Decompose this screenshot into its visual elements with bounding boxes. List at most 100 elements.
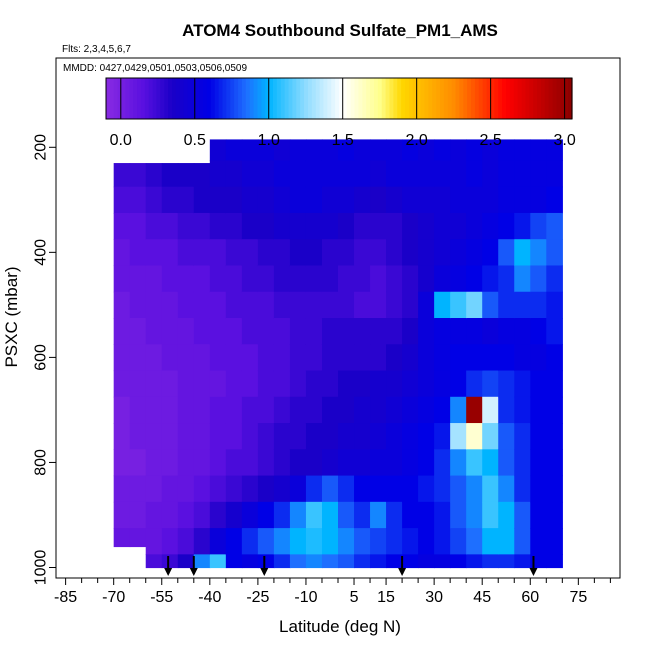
heatmap-cell: [161, 265, 179, 293]
heatmap-cell: [177, 501, 195, 529]
heatmap-cell: [273, 528, 291, 555]
y-tick-label: 200: [33, 134, 50, 161]
heatmap-cell: [338, 449, 355, 477]
heatmap-cell: [113, 449, 131, 477]
heatmap-cell: [386, 344, 403, 372]
heatmap-cell: [305, 265, 323, 293]
heatmap-cell: [177, 370, 195, 398]
heatmap-cell: [209, 396, 227, 424]
heatmap-cell: [321, 423, 339, 450]
heatmap-cell: [225, 554, 243, 569]
dates-label: MMDD: 0427,0429,0501,0503,0506,0509: [63, 63, 247, 74]
colorbar-tick-label: 0.0: [110, 132, 132, 149]
colorbar-segment: [560, 78, 565, 119]
heatmap-cell: [482, 344, 499, 372]
heatmap-cell: [193, 554, 211, 569]
heatmap-cell: [209, 160, 227, 188]
heatmap-cell: [273, 160, 291, 188]
heatmap-cell: [530, 528, 547, 555]
colorbar-segment: [160, 78, 165, 119]
heatmap-cell: [113, 423, 131, 450]
heatmap-cell: [225, 370, 243, 398]
colorbar-segment: [222, 78, 227, 119]
colorbar-segment: [490, 78, 495, 119]
heatmap-cell: [177, 344, 195, 372]
heatmap-cell: [418, 423, 435, 450]
y-axis-label: PSXC (mbar): [2, 266, 21, 367]
colorbar-segment: [564, 78, 569, 119]
heatmap-cell: [289, 291, 307, 319]
heatmap-cell: [129, 344, 147, 372]
colorbar-segment: [245, 78, 251, 119]
colorbar-segment: [354, 78, 360, 119]
heatmap-cell: [241, 186, 259, 214]
heatmap-cell: [209, 501, 227, 529]
heatmap-cell: [113, 344, 131, 372]
heatmap-cell: [321, 265, 339, 293]
heatmap-cell: [466, 186, 483, 214]
heatmap-cell: [466, 318, 483, 345]
heatmap-cell: [370, 528, 387, 555]
colorbar-segment: [210, 78, 216, 119]
heatmap-cell: [338, 291, 355, 319]
colorbar-segment: [113, 78, 119, 119]
heatmap-cell: [434, 396, 451, 424]
heatmap-cell: [257, 265, 275, 293]
heatmap-cell: [450, 212, 467, 240]
heatmap-cell: [161, 318, 179, 345]
colorbar-segment: [432, 78, 437, 119]
heatmap-cell: [546, 160, 563, 188]
heatmap-cell: [466, 370, 483, 398]
heatmap-cell: [145, 318, 163, 345]
colorbar-segment: [307, 78, 313, 119]
heatmap-cell: [546, 528, 563, 555]
heatmap-cell: [241, 160, 259, 188]
heatmap-cell: [129, 423, 147, 450]
y-tick-label: 400: [33, 239, 50, 266]
heatmap-cell: [289, 139, 307, 162]
colorbar-segment: [346, 78, 352, 119]
heatmap-cell: [546, 370, 563, 398]
heatmap-cell: [113, 528, 131, 548]
heatmap-cell: [209, 318, 227, 345]
heatmap-cell: [273, 396, 291, 424]
colorbar-segment: [505, 78, 511, 119]
heatmap-cell: [241, 449, 259, 477]
heatmap-cell: [370, 239, 387, 267]
heatmap-cell: [514, 528, 531, 555]
heatmap-cell: [321, 475, 339, 503]
heatmap-cell: [241, 370, 259, 398]
colorbar-segment: [249, 78, 255, 119]
heatmap-cell: [402, 528, 419, 555]
heatmap-cell: [498, 554, 515, 569]
heatmap-cell: [434, 186, 451, 214]
x-tick-label: 30: [425, 589, 443, 606]
heatmap-cell: [289, 318, 307, 345]
heatmap-cell: [193, 344, 211, 372]
heatmap-cell: [434, 370, 451, 398]
x-tick-label: 45: [473, 589, 491, 606]
x-tick-label: -10: [294, 589, 317, 606]
heatmap-cell: [209, 239, 227, 267]
heatmap-cell: [546, 501, 563, 529]
heatmap-cell: [514, 265, 531, 293]
colorbar-segment: [296, 78, 301, 119]
colorbar-segment: [199, 78, 204, 119]
heatmap-cell: [546, 423, 563, 450]
colorbar-segment: [478, 78, 484, 119]
colorbar-segment: [401, 78, 406, 119]
heatmap-cell: [530, 239, 547, 267]
colorbar-segment: [548, 78, 554, 119]
heatmap-cell: [145, 212, 163, 240]
colorbar-segment: [471, 78, 476, 119]
heatmap-cell: [225, 344, 243, 372]
heatmap-cell: [354, 423, 371, 450]
heatmap-cell: [193, 163, 211, 188]
heatmap-cell: [546, 186, 563, 214]
x-tick-label: -70: [102, 589, 125, 606]
heatmap-cell: [386, 475, 403, 503]
colorbar-segment: [381, 78, 387, 119]
heatmap-cell: [418, 449, 435, 477]
colorbar-segment: [175, 78, 181, 119]
heatmap-cell: [129, 370, 147, 398]
